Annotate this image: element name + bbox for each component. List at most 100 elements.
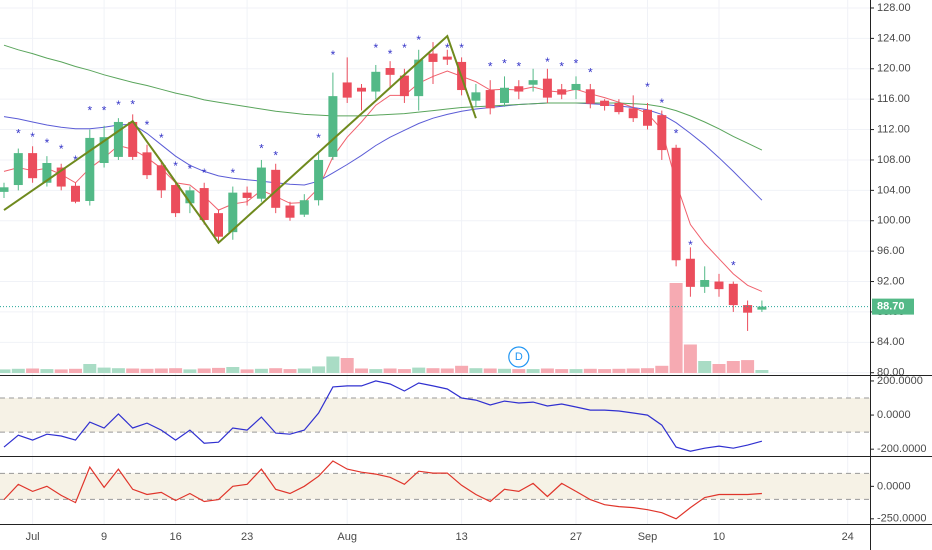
y-tick-label: 96.00 [877, 245, 905, 257]
signal-marker: * [188, 162, 193, 176]
signal-marker: * [488, 59, 493, 73]
volume-bar [426, 368, 440, 373]
candle-body [485, 90, 495, 109]
y-tick-label: 92.00 [877, 275, 905, 287]
signal-marker: * [331, 48, 336, 62]
signal-marker: * [145, 118, 150, 132]
y-tick-label: 108.00 [877, 154, 911, 166]
volume-bar [512, 369, 526, 373]
volume-bar [111, 368, 125, 373]
candle-body [528, 80, 538, 85]
volume-bar [712, 364, 726, 373]
y-tick-label: -250.0000 [877, 513, 927, 525]
signal-marker: * [87, 103, 92, 117]
volume-bar [54, 369, 68, 373]
signal-marker: * [416, 33, 421, 47]
signal-marker: * [273, 148, 278, 162]
volume-bar [355, 368, 368, 373]
candle-body [728, 283, 738, 306]
signal-marker: * [202, 166, 207, 180]
candle-body [171, 185, 181, 214]
volume-bar [540, 368, 554, 373]
x-tick-label: 16 [169, 531, 181, 543]
x-tick-label: 27 [570, 531, 582, 543]
signal-marker: * [688, 238, 693, 252]
x-tick-label: 24 [842, 531, 854, 543]
candle-body [399, 75, 409, 97]
x-tick-label: Jul [26, 531, 40, 543]
candle-body [242, 192, 252, 198]
volume-bar [526, 369, 540, 373]
volume-bar [583, 368, 597, 373]
candle-body [671, 147, 681, 261]
signal-marker: * [373, 41, 378, 55]
candle-body [42, 162, 52, 183]
candle-body [85, 137, 95, 201]
signal-marker: * [316, 131, 321, 145]
y-tick-label: 100.00 [877, 215, 911, 227]
volume-bar [569, 369, 583, 373]
candle-body [214, 213, 223, 237]
candle-body [385, 68, 395, 75]
volume-bar [741, 360, 755, 373]
signal-marker: * [516, 59, 521, 73]
volume-bar [197, 368, 211, 373]
candle-body [757, 306, 767, 310]
signal-marker: * [259, 141, 264, 155]
volume-bar [412, 367, 426, 373]
volume-bar [612, 368, 626, 373]
volume-bar [69, 368, 82, 373]
signal-marker: * [731, 258, 736, 272]
volume-bar [312, 366, 326, 373]
candle-body [557, 89, 567, 95]
event-label: D [515, 351, 523, 363]
volume-bar [140, 368, 154, 373]
y-tick-label: 0.0000 [877, 480, 911, 492]
candle-body [371, 71, 381, 92]
signal-marker: * [173, 159, 178, 173]
volume-bar [498, 368, 511, 373]
candle-body [285, 205, 295, 218]
candle-body [685, 258, 695, 287]
candle-body [657, 115, 667, 151]
signal-marker: * [116, 98, 121, 112]
volume-bar [598, 369, 612, 373]
signal-marker: * [402, 41, 407, 55]
candle-body [500, 87, 509, 103]
signal-marker: * [388, 47, 393, 61]
volume-bar [726, 361, 740, 373]
y-tick-label: 112.00 [877, 123, 910, 135]
signal-marker: * [459, 41, 464, 55]
candle-body [256, 167, 266, 199]
y-tick-label: -200.0000 [877, 443, 927, 455]
moving-average-line [3, 44, 763, 151]
volume-bar [755, 370, 769, 373]
candle-body [156, 165, 166, 191]
volume-bar [469, 368, 483, 373]
volume-bar [212, 367, 225, 373]
volume-bar [555, 369, 569, 373]
volume-bar [683, 344, 697, 373]
y-tick-label: 128.00 [877, 2, 911, 14]
candle-body [271, 169, 281, 208]
signal-marker: * [230, 166, 235, 180]
candle-body [428, 53, 438, 62]
signal-marker: * [16, 126, 21, 140]
zigzag-line [3, 34, 477, 245]
candle-body [643, 109, 652, 126]
candle-body [299, 200, 309, 215]
volume-bar [669, 283, 683, 373]
indicator-band [0, 398, 870, 433]
volume-bar [269, 368, 283, 373]
volume-bar [698, 361, 712, 373]
volume-bar [254, 368, 268, 373]
last-price-label: 88.70 [877, 301, 905, 313]
candle-body [714, 281, 724, 290]
signal-marker: * [45, 136, 50, 150]
x-tick-label: 23 [241, 531, 253, 543]
candle-body [113, 121, 123, 157]
candle-body [314, 159, 324, 201]
volume-bar [240, 369, 254, 373]
volume-bar [641, 368, 654, 373]
